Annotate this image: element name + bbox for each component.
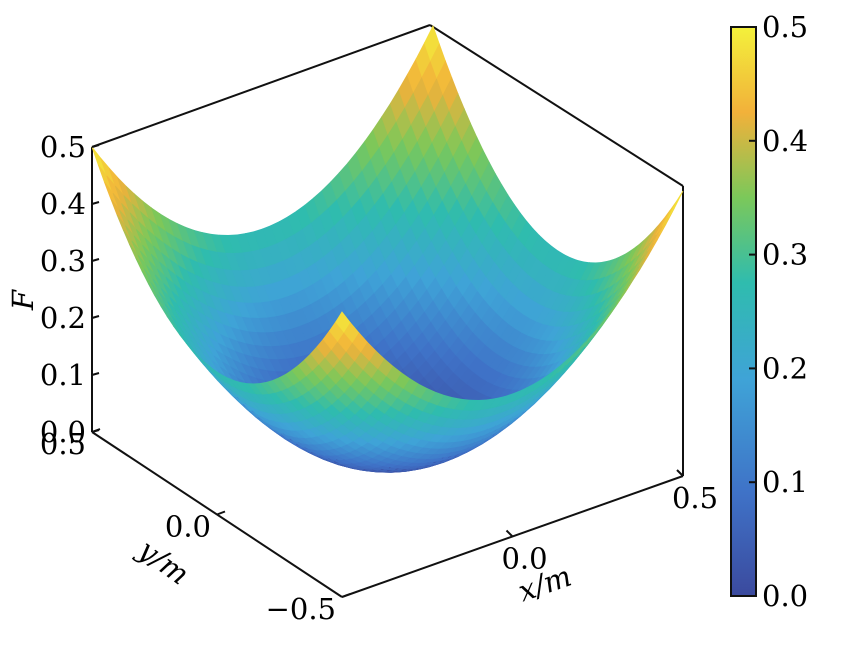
z-tick-label: 0.3 [40,244,86,278]
colorbar-tick-label: 0.1 [762,465,808,499]
y-tick-label: 0.5 [40,427,86,461]
colorbar: 0.0 0.1 0.2 0.3 0.4 0.5 [730,10,808,613]
axes-frame [91,24,684,476]
x-tick-mark [505,529,514,538]
y-tick-mark [91,428,101,433]
z-tick-label: 0.2 [40,301,86,335]
x-tick-label: 0.5 [672,481,718,515]
x-axis-ticks: 0.0 0.5 [501,469,718,576]
z-tick-mark [91,315,100,319]
z-tick-mark [91,258,100,262]
y-tick-label: −0.5 [266,592,336,626]
x-tick-mark [676,469,684,477]
z-tick-mark [91,144,100,148]
y-axis-ticks: −0.5 0.0 0.5 [40,427,351,626]
surface-patch [667,190,684,218]
colorbar-ticks: 0.0 0.1 0.2 0.3 0.4 0.5 [749,10,808,613]
z-tick-label: 0.0 [40,415,86,449]
colorbar-tick-label: 0.4 [762,124,808,158]
z-axis-ticks: 0.0 0.1 0.2 0.3 0.4 0.5 [40,130,100,449]
colorbar-tick-label: 0.2 [762,351,808,385]
surface-mesh [91,24,684,473]
z-tick-mark [91,201,100,205]
surface-patch [91,146,108,177]
x-tick-label: 0.0 [501,542,547,576]
z-tick-mark [91,372,100,376]
colorbar-tick-label: 0.3 [762,238,808,272]
y-tick-label: 0.0 [165,510,211,544]
z-tick-label: 0.1 [40,358,86,392]
z-axis-label: F [6,289,40,311]
y-tick-mark [216,510,226,516]
y-tick-mark [341,593,351,598]
colorbar-tick-label: 0.5 [762,10,808,44]
colorbar-gradient [730,26,757,597]
z-tick-label: 0.4 [40,187,86,221]
z-tick-label: 0.5 [40,130,86,164]
colorbar-tick-label: 0.0 [762,579,808,613]
